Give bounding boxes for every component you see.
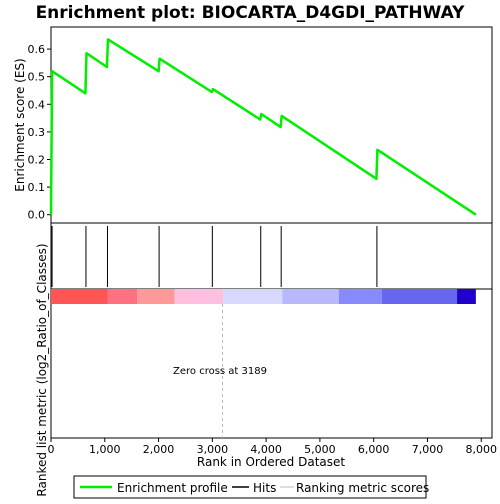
legend-label-enrichment-profile: Enrichment profile <box>117 481 228 495</box>
legend-label-hits: Hits <box>253 481 276 495</box>
es-y-tick-label: 0.2 <box>28 154 46 167</box>
enrichment-profile-line <box>49 38 477 216</box>
metric-color-segment <box>51 289 108 304</box>
metric-panel <box>51 289 476 438</box>
hits-panel <box>51 226 378 287</box>
x-tick-label: 1,000 <box>89 443 121 456</box>
es-y-tick-label: 0.5 <box>28 71 46 84</box>
x-axis-label: Rank in Ordered Dataset <box>197 455 345 469</box>
metric-axis-label: Ranked list metric (log2_Ratio_of_Classe… <box>35 243 49 496</box>
es-y-tick-label: 0.4 <box>28 98 46 111</box>
metric-color-segment <box>282 289 339 304</box>
x-tick-label: 2,000 <box>143 443 175 456</box>
zero-cross-label: Zero cross at 3189 <box>173 366 267 377</box>
legend-label-ranking-metric: Ranking metric scores <box>296 481 429 495</box>
metric-color-segment <box>223 289 283 304</box>
metric-color-segment <box>107 289 138 304</box>
x-tick-label: 3,000 <box>197 443 229 456</box>
es-panel: 0.0 0.1 0.2 0.3 0.4 0.5 0.6 <box>28 38 477 222</box>
es-y-tick-label: 0.1 <box>28 181 46 194</box>
es-axis-label: Enrichment score (ES) <box>13 58 27 191</box>
metric-color-segment <box>381 289 458 304</box>
x-axis: 0 1,000 2,000 3,000 4,000 5,000 6,000 7,000 8,00… <box>48 438 497 456</box>
chart-title: Enrichment plot: BIOCARTA_D4GDI_PATHWAY <box>36 3 466 23</box>
x-tick-label: 5,000 <box>304 443 336 456</box>
metric-color-segment <box>338 289 382 304</box>
x-tick-label: 0 <box>48 443 55 456</box>
es-y-tick-label: 0.6 <box>28 43 46 56</box>
es-y-tick-label: 0.3 <box>28 126 46 139</box>
legend-box <box>73 475 427 499</box>
metric-color-segment <box>457 289 476 304</box>
x-tick-label: 4,000 <box>250 443 282 456</box>
metric-color-segment <box>137 289 175 304</box>
x-tick-label: 7,000 <box>412 443 444 456</box>
metric-color-segment <box>174 289 224 304</box>
legend: Enrichment profile Hits Ranking metric s… <box>73 475 429 499</box>
es-y-tick-label: 0.0 <box>28 209 46 222</box>
x-tick-label: 6,000 <box>358 443 390 456</box>
x-tick-label: 8,000 <box>465 443 497 456</box>
